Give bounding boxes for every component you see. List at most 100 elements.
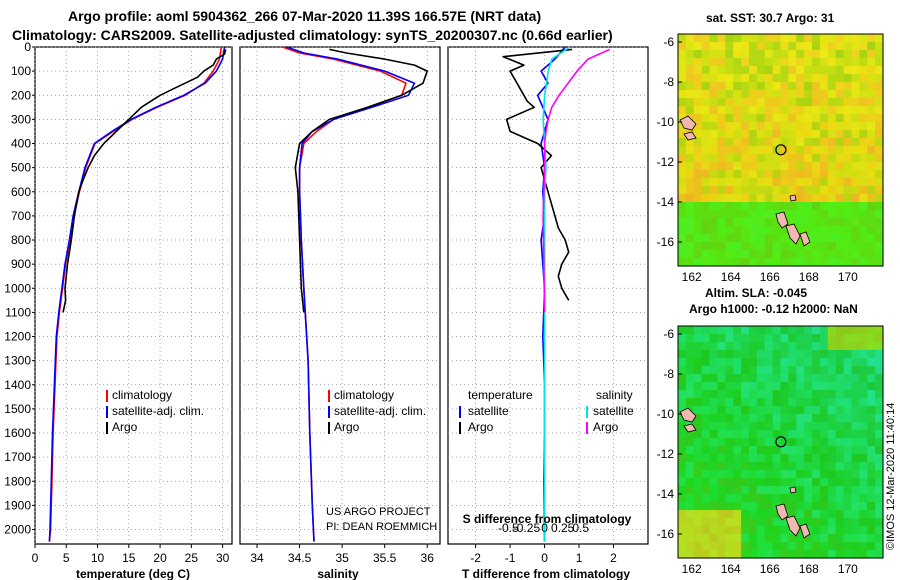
map-cell (756, 430, 766, 439)
map-cell (709, 358, 719, 367)
map-cell (678, 430, 687, 439)
map-cell (780, 446, 789, 455)
map-cell (843, 550, 853, 559)
map-cell (819, 494, 829, 503)
y-tick-label: 1900 (4, 498, 31, 512)
map-cell (693, 526, 703, 535)
map-cell (804, 202, 813, 211)
map-cell (678, 242, 687, 251)
map-cell (685, 518, 695, 527)
map-cell (693, 342, 703, 351)
map-cell (756, 98, 766, 107)
map-cell (717, 534, 726, 543)
map-cell (867, 82, 876, 91)
map-cell (772, 130, 782, 139)
map-cell (843, 226, 853, 235)
map-cell (717, 34, 726, 43)
map-cell (733, 406, 742, 415)
map-cell (867, 154, 876, 163)
map-cell (733, 210, 742, 219)
series-line-satellite-adj-clim- (48, 46, 226, 542)
map-cell (875, 226, 884, 235)
map-cell (678, 526, 687, 535)
map-cell (772, 542, 782, 551)
map-cell (764, 390, 774, 399)
map-cell (859, 414, 868, 423)
map-cell (843, 430, 853, 439)
map-cell (867, 526, 876, 535)
x-tick-label: 5 (63, 551, 70, 565)
map-cell (875, 486, 884, 495)
map-cell (804, 98, 813, 107)
map-cell (764, 146, 774, 155)
map-cell (717, 446, 726, 455)
map-cell (717, 218, 726, 227)
map-cell (701, 234, 711, 243)
map-cell (733, 82, 742, 91)
map-cell (701, 218, 711, 227)
map-cell (819, 446, 829, 455)
map-cell (835, 90, 845, 99)
map-cell (772, 42, 782, 51)
map-cell (717, 170, 726, 179)
map-cell (819, 250, 829, 259)
map-cell (693, 250, 703, 259)
map-cell (764, 462, 774, 471)
map-cell (812, 210, 821, 219)
map-cell (764, 398, 774, 407)
map-cell (788, 406, 797, 415)
map-cell (756, 478, 766, 487)
map-cell (772, 90, 782, 99)
map-cell (693, 414, 703, 423)
map-cell (701, 74, 711, 83)
map-cell (748, 550, 758, 559)
map-cell (835, 510, 845, 519)
map-cell (756, 210, 766, 219)
x-tick-label: -2 (470, 551, 481, 565)
map-cell (741, 398, 750, 407)
map-cell (748, 454, 758, 463)
map-cell (756, 34, 766, 43)
map-cell (741, 350, 750, 359)
map-cell (733, 114, 742, 123)
sst-map: sat. SST: 30.7 Argo: 31 162 164 166 168 170 … (657, 11, 884, 284)
map-cell (819, 242, 829, 251)
map-cell (709, 510, 719, 519)
map-cell (819, 542, 829, 551)
map-cell (772, 550, 782, 559)
map-cell (717, 502, 726, 511)
map-cell (725, 130, 734, 139)
map-cell (678, 510, 687, 519)
map-cell (819, 34, 829, 43)
map-cell (788, 66, 797, 75)
s-diff-tick-label: 0.25 (551, 521, 575, 535)
map-cell (812, 186, 821, 195)
map-cell (819, 82, 829, 91)
map-cell (685, 494, 695, 503)
map-cell (772, 82, 782, 91)
map-cell (685, 358, 695, 367)
map-cell (835, 446, 845, 455)
map-cell (741, 258, 750, 267)
map-cell (819, 90, 829, 99)
map-cell (764, 106, 774, 115)
map-cell (756, 218, 766, 227)
map-cell (748, 478, 758, 487)
map-cell (812, 526, 821, 535)
map-cell (717, 486, 726, 495)
map-cell (772, 398, 782, 407)
map-cell (851, 58, 860, 67)
map-cell (678, 58, 687, 67)
s-diff-tick-label: -0.25 (513, 521, 541, 535)
map-cell (701, 114, 711, 123)
map-cell (733, 382, 742, 391)
map-cell (843, 130, 853, 139)
map-cell (827, 210, 837, 219)
map-cell (764, 542, 774, 551)
map-cell (812, 154, 821, 163)
map-cell (717, 462, 726, 471)
y-tick-label: 400 (11, 137, 31, 151)
map-cell (788, 114, 797, 123)
map-cell (701, 42, 711, 51)
map-cell (701, 138, 711, 147)
